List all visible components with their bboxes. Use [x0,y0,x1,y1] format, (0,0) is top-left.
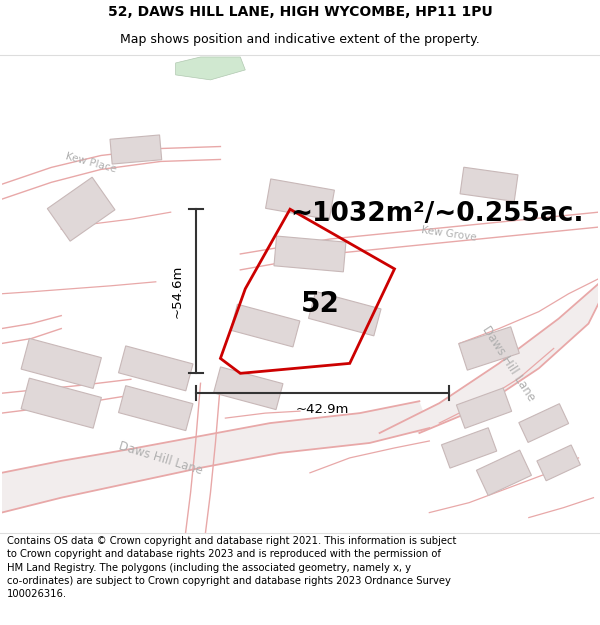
Text: ~42.9m: ~42.9m [296,403,349,416]
Polygon shape [308,291,381,336]
Text: ~1032m²/~0.255ac.: ~1032m²/~0.255ac. [290,201,584,227]
Text: 52: 52 [301,290,340,318]
Polygon shape [519,404,569,442]
Polygon shape [230,304,300,347]
Text: Contains OS data © Crown copyright and database right 2021. This information is : Contains OS data © Crown copyright and d… [7,536,457,599]
Polygon shape [476,450,532,496]
Polygon shape [21,378,101,428]
Polygon shape [537,445,580,481]
Polygon shape [176,57,245,80]
Polygon shape [119,386,193,431]
Polygon shape [110,135,162,164]
Polygon shape [442,428,497,468]
Text: ~54.6m: ~54.6m [170,264,184,318]
Polygon shape [214,367,283,409]
Text: Kew Grove: Kew Grove [421,225,478,243]
Polygon shape [47,177,115,241]
Polygon shape [380,284,598,433]
Polygon shape [458,327,520,370]
Polygon shape [460,168,518,201]
Text: Daws Hill Lane: Daws Hill Lane [117,439,204,477]
Polygon shape [119,346,193,391]
Text: 52, DAWS HILL LANE, HIGH WYCOMBE, HP11 1PU: 52, DAWS HILL LANE, HIGH WYCOMBE, HP11 1… [107,5,493,19]
Polygon shape [2,401,430,512]
Text: Kew Place: Kew Place [65,151,118,174]
Polygon shape [266,179,334,219]
Polygon shape [274,236,346,272]
Text: Daws Hill Lane: Daws Hill Lane [480,323,538,403]
Polygon shape [457,388,512,428]
Text: Map shows position and indicative extent of the property.: Map shows position and indicative extent… [120,33,480,46]
Polygon shape [21,338,101,388]
